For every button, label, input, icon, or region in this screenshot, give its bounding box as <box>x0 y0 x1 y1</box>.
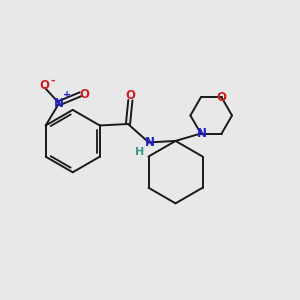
Text: N: N <box>196 127 206 140</box>
Text: N: N <box>54 97 64 110</box>
Text: H: H <box>135 147 145 157</box>
Text: -: - <box>51 75 56 85</box>
Text: +: + <box>63 90 71 100</box>
Text: O: O <box>125 89 135 102</box>
Text: N: N <box>144 136 154 149</box>
Text: O: O <box>217 91 226 104</box>
Text: O: O <box>40 79 50 92</box>
Text: O: O <box>80 88 90 101</box>
